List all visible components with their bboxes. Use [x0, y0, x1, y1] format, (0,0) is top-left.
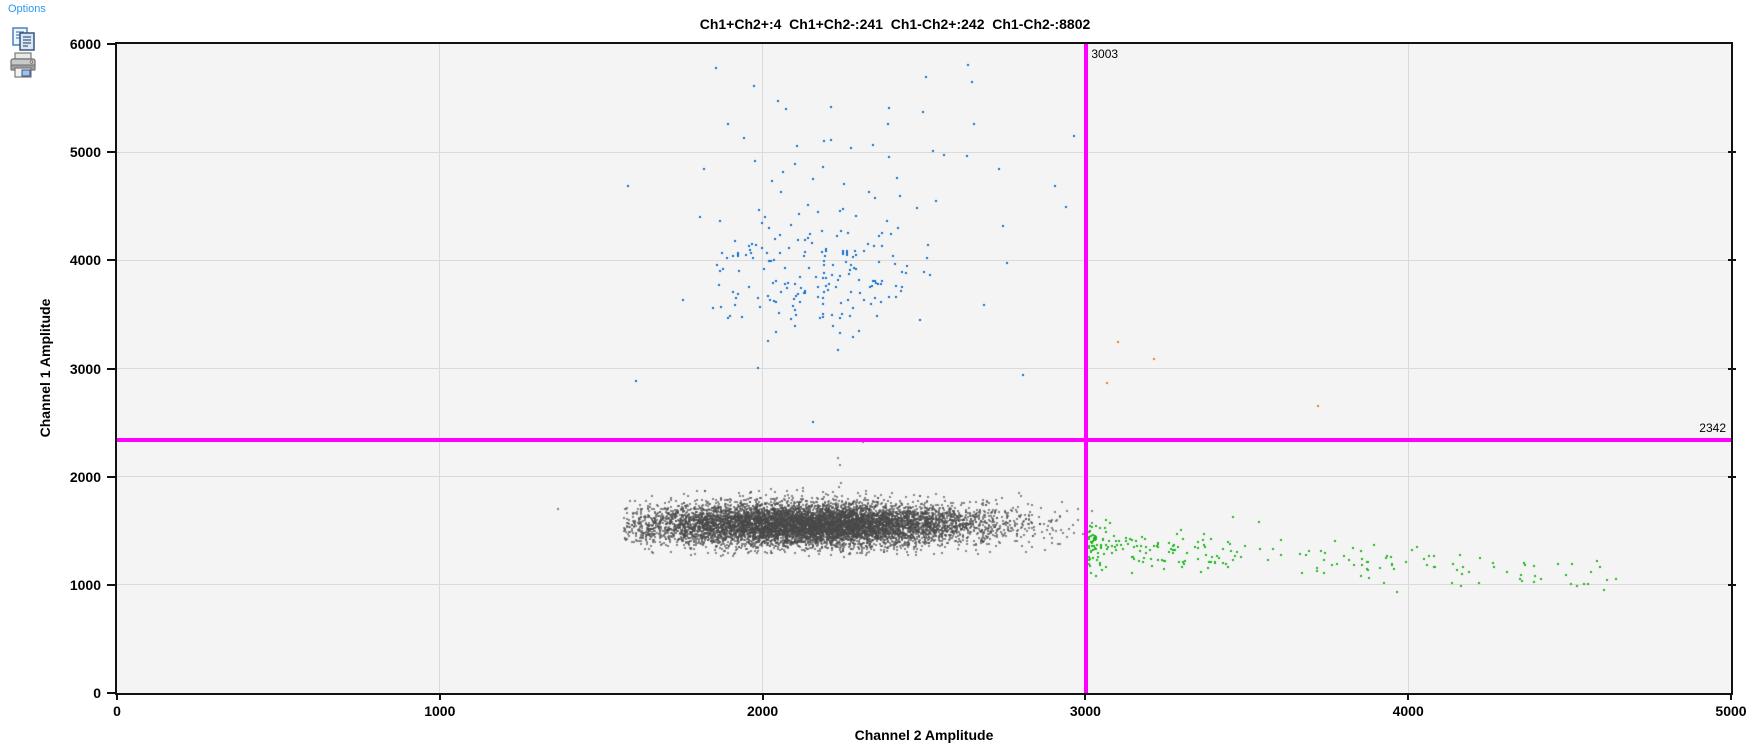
scatter-points-canvas [117, 44, 1731, 693]
channel2-threshold-value: 3003 [1091, 47, 1119, 61]
x-tick-label: 1000 [424, 703, 456, 719]
channel1-threshold-value: 2342 [1699, 420, 1726, 435]
x-tick-label: 0 [113, 703, 121, 719]
y-tick-right [1728, 583, 1736, 586]
x-tick [1730, 693, 1732, 700]
print-icon[interactable] [7, 52, 39, 80]
x-axis-label: Channel 2 Amplitude [854, 727, 994, 743]
copy-icon[interactable] [10, 27, 38, 52]
y-tick-label: 5000 [69, 144, 101, 161]
y-tick [107, 43, 117, 45]
y-axis-label: Channel 1 Amplitude [37, 298, 53, 438]
y-tick [107, 475, 117, 478]
y-tick-label: 6000 [69, 36, 101, 52]
channel1-threshold-line[interactable] [117, 437, 1731, 442]
y-tick-label: 3000 [69, 360, 101, 377]
y-tick-label: 1000 [69, 576, 101, 593]
y-tick-right [1728, 475, 1736, 478]
y-tick-label: 4000 [69, 252, 101, 269]
x-tick [1084, 693, 1087, 700]
y-tick [107, 151, 117, 154]
x-tick [1407, 693, 1410, 700]
y-tick-right [1728, 367, 1736, 370]
x-tick-label: 2000 [747, 703, 779, 719]
x-tick-label: 4000 [1392, 703, 1424, 719]
y-tick-right [1728, 151, 1736, 154]
y-tick-label: 0 [93, 685, 101, 701]
x-tick-label: 3000 [1069, 703, 1101, 719]
y-tick-label: 2000 [69, 468, 101, 485]
y-tick [107, 259, 117, 262]
chart-title: Ch1+Ch2+:4 Ch1+Ch2-:241 Ch1-Ch2+:242 Ch1… [699, 16, 1091, 32]
x-tick [761, 693, 764, 700]
y-tick [107, 692, 117, 694]
x-tick-label: 5000 [1715, 703, 1747, 719]
y-tick [107, 583, 117, 586]
plot-area: 3003 2342 0 1000 2000 3000 4000 5000 0 1000 2000… [70, 36, 1747, 719]
x-tick [116, 693, 118, 700]
x-tick [438, 693, 441, 700]
y-tick-right [1728, 259, 1736, 262]
channel2-threshold-line[interactable] [1084, 44, 1089, 693]
options-link[interactable]: Options [8, 3, 46, 15]
y-tick [107, 367, 117, 370]
